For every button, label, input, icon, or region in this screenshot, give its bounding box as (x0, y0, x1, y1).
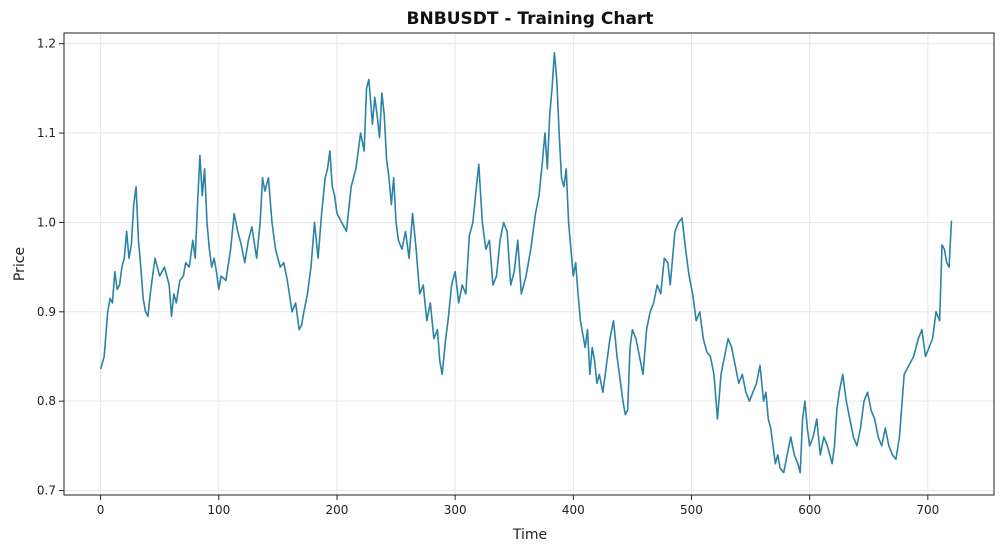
y-tick-label: 0.7 (37, 484, 56, 498)
x-tick-label: 700 (916, 503, 939, 517)
x-tick-label: 200 (326, 503, 349, 517)
x-tick-label: 100 (207, 503, 230, 517)
x-tick-label: 400 (562, 503, 585, 517)
x-tick-label: 0 (97, 503, 105, 517)
y-tick-label: 1.1 (37, 126, 56, 140)
plot-frame (63, 32, 995, 496)
grid (64, 33, 994, 495)
y-tick-label: 1.0 (37, 215, 56, 229)
y-tick-label: 0.8 (37, 394, 56, 408)
x-axis-ticks: 0 100 200 300 400 500 600 700 (97, 495, 939, 517)
y-axis-ticks: 0.7 0.8 0.9 1.0 1.1 1.2 (37, 37, 64, 498)
x-tick-label: 500 (680, 503, 703, 517)
y-tick-label: 1.2 (37, 37, 56, 51)
chart-title: BNBUSDT - Training Chart (407, 9, 654, 29)
y-axis-label: Price (12, 247, 28, 281)
price-series-line (99, 51, 953, 474)
x-tick-label: 300 (444, 503, 467, 517)
series-line-layer (99, 51, 953, 474)
y-tick-label: 0.9 (37, 305, 56, 319)
x-axis-label: Time (512, 527, 547, 543)
x-tick-label: 600 (798, 503, 821, 517)
